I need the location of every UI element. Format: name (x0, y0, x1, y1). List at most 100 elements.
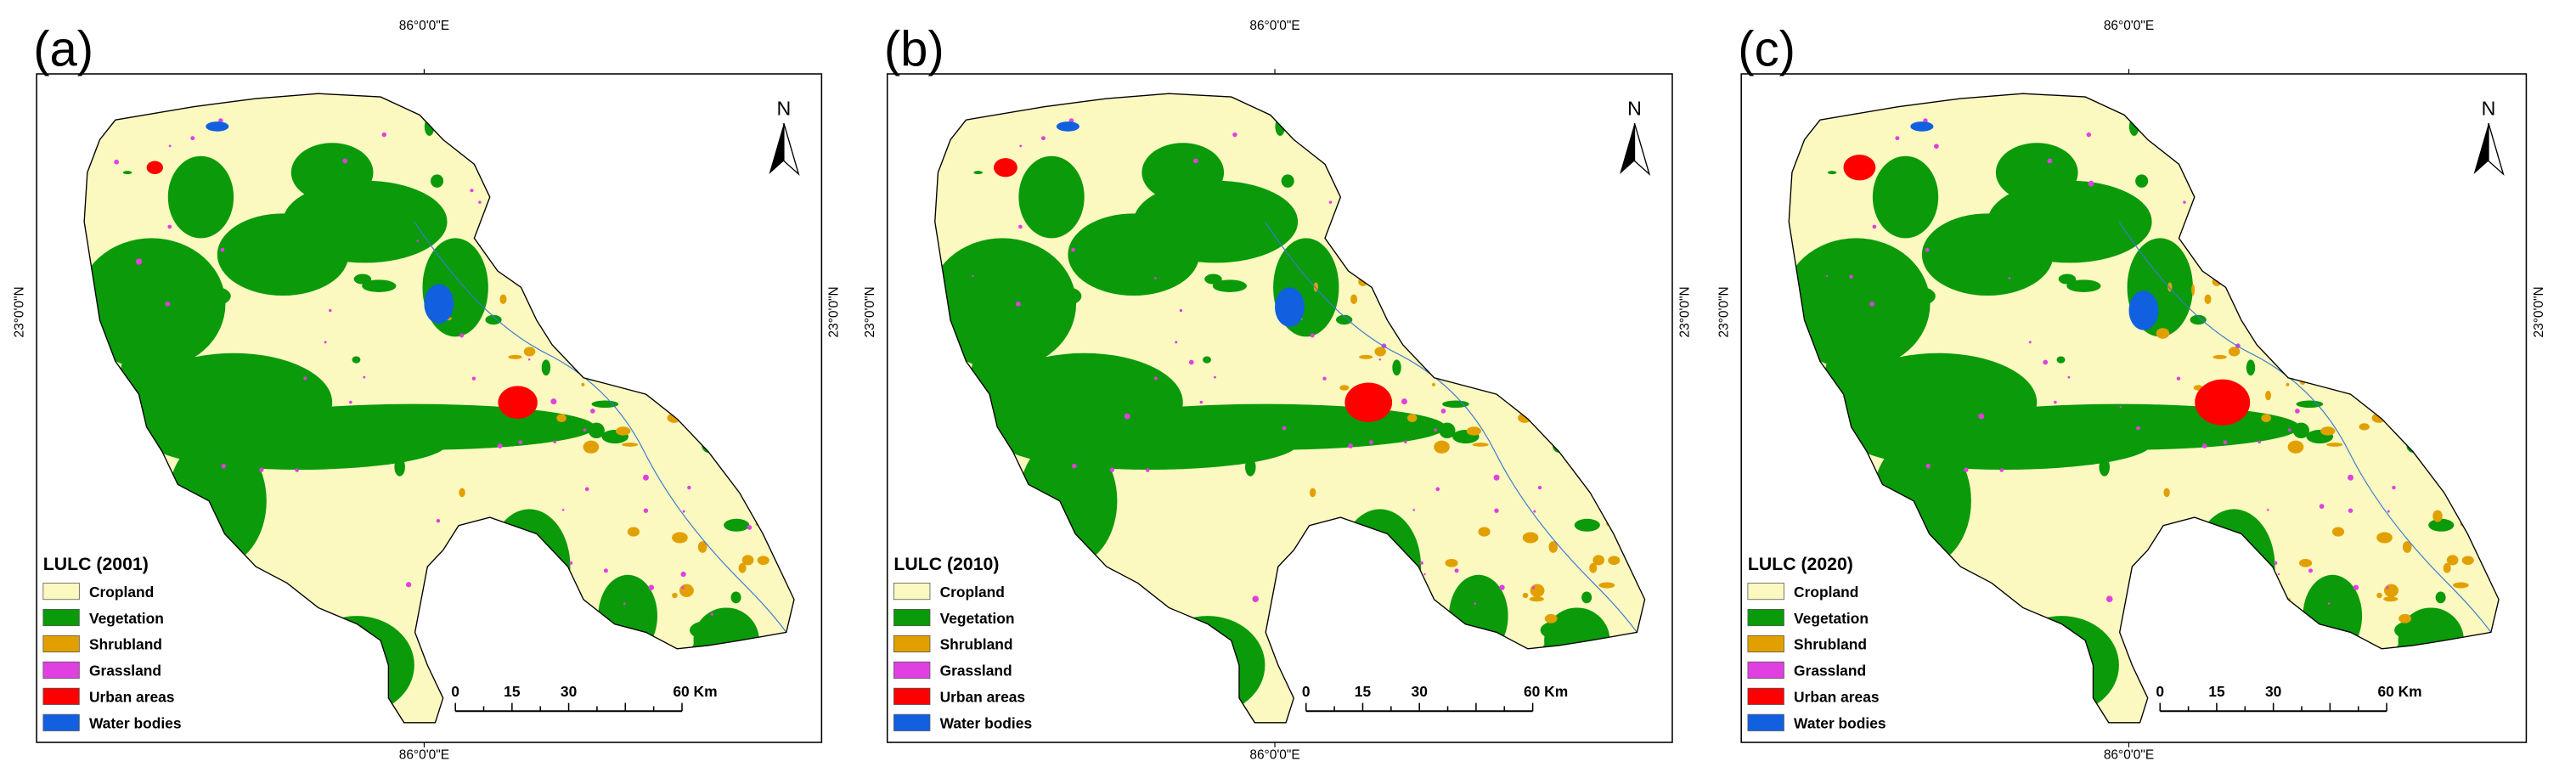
region-vegetation (1442, 400, 1469, 409)
region-grassland (2266, 508, 2269, 511)
region-vegetation (541, 359, 551, 376)
region-shrubland (2261, 414, 2271, 422)
legend-swatch (42, 634, 80, 653)
legend-swatch (1747, 608, 1784, 627)
region-grassland (471, 376, 476, 381)
region-grassland (1423, 572, 1426, 576)
latitude-label-left: 23°0'0"N (1717, 286, 1732, 337)
region-vegetation (485, 314, 502, 325)
region-grassland (583, 428, 587, 432)
region-vegetation (290, 143, 374, 202)
region-shrubland (1530, 584, 1545, 597)
north-label: N (777, 97, 792, 119)
region-vegetation (2099, 458, 2111, 477)
region-grassland (527, 358, 531, 361)
region-shrubland (1544, 613, 1558, 623)
region-grassland (168, 144, 172, 148)
legend-swatch (42, 661, 80, 679)
region-grassland (363, 375, 366, 379)
legend-swatch (1747, 687, 1784, 705)
region-urban (498, 386, 538, 420)
region-vegetation (1002, 394, 1009, 414)
longitude-label-top: 86°0'0"E (2104, 19, 2154, 33)
region-vegetation (2058, 274, 2077, 285)
region-grassland (1499, 584, 1505, 590)
region-grassland (2136, 426, 2140, 431)
region-grassland (2086, 132, 2092, 138)
region-grassland (497, 443, 503, 448)
region-grassland (1454, 568, 1459, 573)
region-grassland (1175, 341, 1178, 344)
region-shrubland (2432, 510, 2443, 522)
region-grassland (1412, 508, 1416, 511)
region-grassland (2327, 602, 2331, 606)
region-grassland (135, 258, 143, 265)
region-shrubland (2287, 440, 2304, 454)
region-water (1056, 121, 1079, 132)
region-grassland (648, 584, 655, 590)
region-shrubland (1359, 354, 1373, 359)
region-vegetation (352, 356, 361, 364)
region-vegetation (1789, 238, 1931, 370)
region-grassland (2119, 406, 2122, 409)
map-panel: (a) 86°0'0"E 86°0'0"E 23°0'0"N 23°0'0"N N LULC… (13, 19, 842, 763)
region-vegetation (2056, 356, 2066, 364)
legend-label: Grassland (1794, 663, 1866, 680)
region-shrubland (2204, 294, 2212, 304)
legend-title: LULC (2020) (1748, 554, 1853, 574)
map-outline (83, 93, 795, 724)
region-shrubland (1522, 592, 1529, 599)
map-outline (1788, 93, 2500, 724)
region-vegetation (1540, 620, 1576, 640)
region-vegetation (297, 426, 323, 434)
region-vegetation (689, 620, 726, 640)
region-grassland (2308, 568, 2313, 573)
region-vegetation (1281, 174, 1294, 188)
region-shrubland (2286, 382, 2290, 386)
region-grassland (436, 519, 441, 523)
region-shrubland (2331, 527, 2345, 537)
region-shrubland (2265, 391, 2272, 401)
region-grassland (687, 485, 691, 490)
legend-label: Urban areas (940, 689, 1026, 706)
region-grassland (1252, 595, 1260, 602)
region-vegetation (591, 400, 619, 409)
region-vegetation (1336, 314, 1353, 325)
legend-label: Cropland (89, 584, 154, 601)
region-grassland (2295, 409, 2300, 414)
region-shrubland (621, 443, 639, 447)
region-grassland (165, 301, 171, 307)
region-grassland (1531, 586, 1536, 589)
region-water (1275, 287, 1305, 327)
region-grassland (518, 440, 523, 445)
region-grassland (2274, 561, 2278, 565)
region-shrubland (697, 541, 707, 553)
region-grassland (324, 341, 327, 344)
legend-label: Vegetation (940, 610, 1015, 627)
legend-label: Urban areas (89, 689, 175, 706)
region-shrubland (1445, 558, 1458, 567)
region-grassland (553, 440, 556, 444)
region-grassland (2176, 376, 2181, 381)
region-grassland (681, 586, 685, 589)
legend-label: Cropland (1794, 584, 1858, 601)
region-grassland (381, 132, 386, 138)
region-vegetation (1439, 422, 1456, 439)
legend-label: Water bodies (940, 715, 1033, 732)
region-shrubland (2163, 488, 2170, 498)
region-vegetation (2066, 279, 2101, 292)
region-grassland (2258, 440, 2261, 444)
region-grassland (1999, 468, 2004, 472)
region-vegetation (970, 352, 983, 357)
region-grassland (2348, 474, 2354, 481)
river (1264, 221, 1645, 682)
region-urban (1344, 382, 1393, 422)
region-vegetation (460, 409, 490, 420)
longitude-label-bottom: 86°0'0"E (1249, 747, 1299, 762)
region-grassland (329, 308, 332, 313)
region-grassland (550, 398, 557, 405)
region-shrubland (672, 533, 684, 539)
legend-swatch (42, 713, 80, 731)
region-grassland (1019, 144, 1023, 148)
